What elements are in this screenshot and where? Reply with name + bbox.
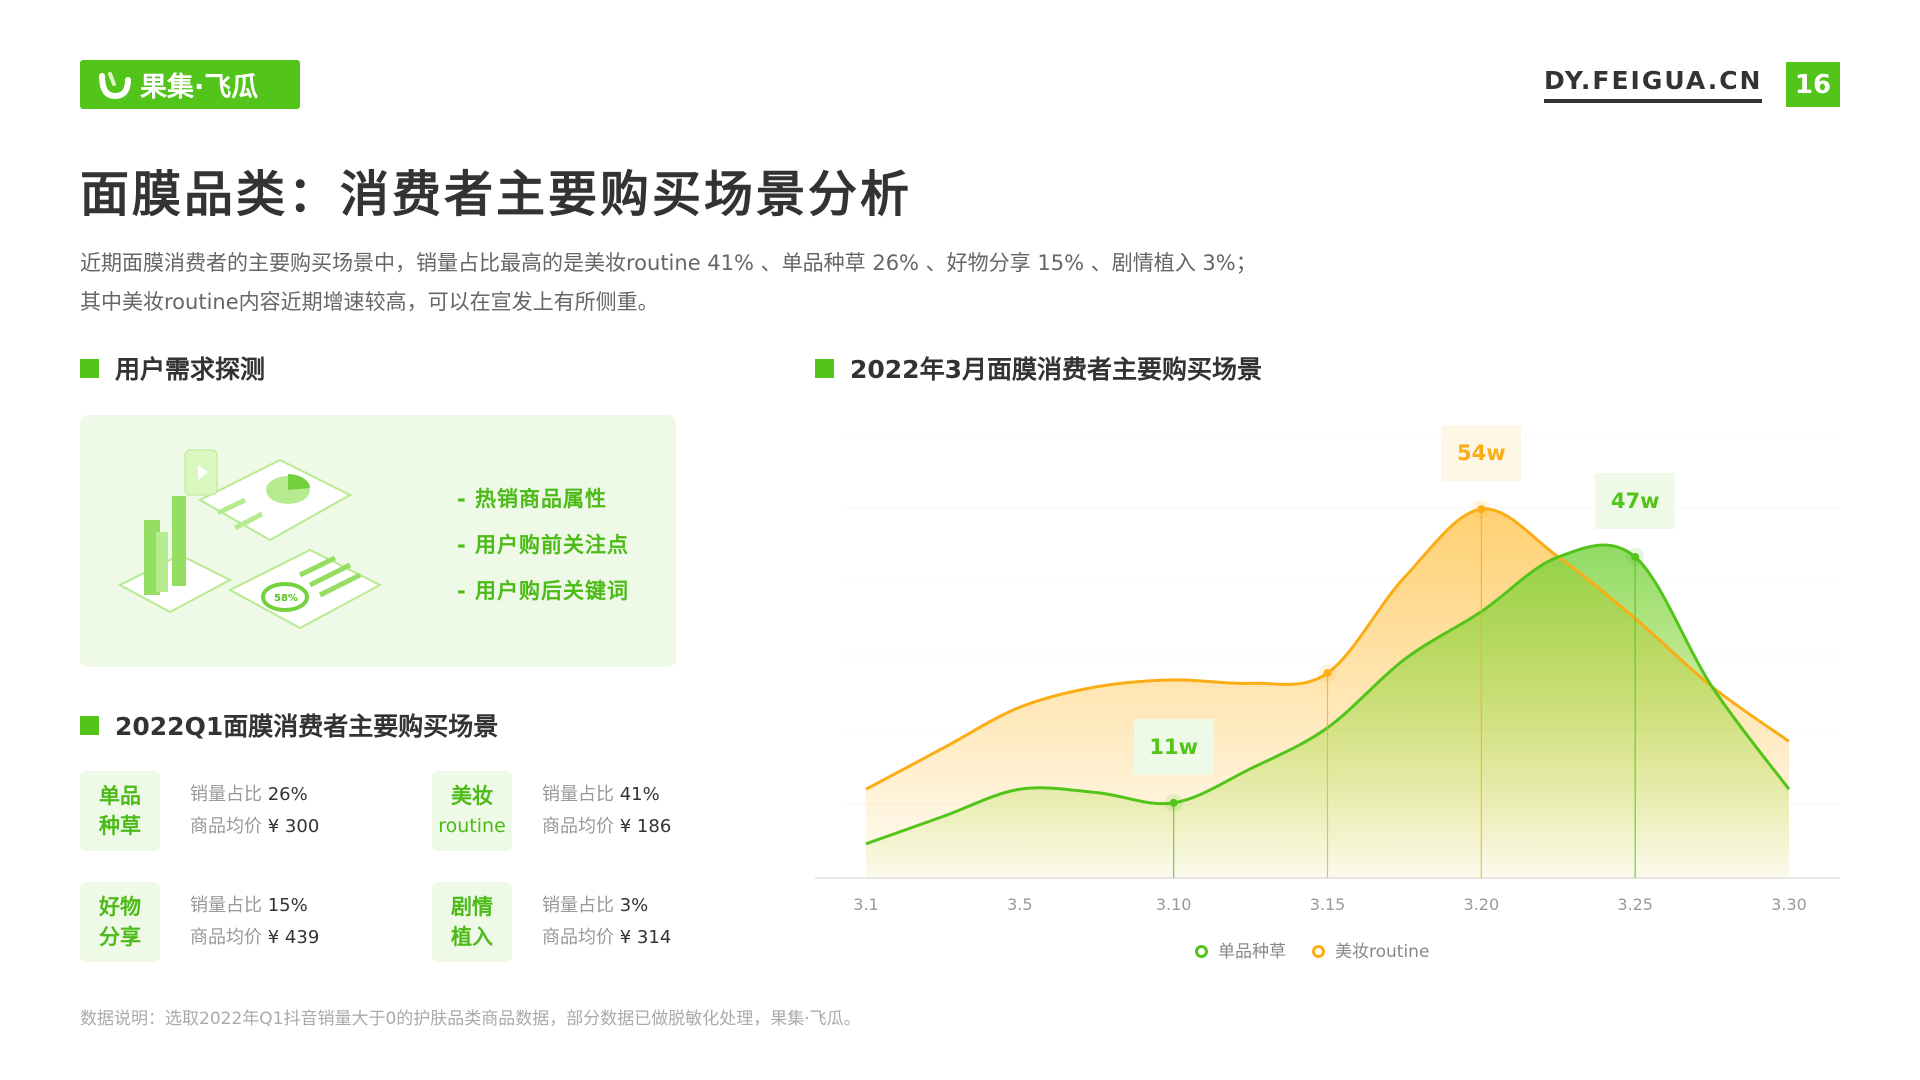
share-value: 26% xyxy=(267,784,308,805)
scene-tag-text: 植入 xyxy=(451,925,493,949)
scene-tag-text: routine xyxy=(438,815,506,837)
data-point xyxy=(1631,552,1640,561)
data-point xyxy=(1323,669,1332,678)
data-label: 54w xyxy=(1441,425,1522,482)
series-area-single xyxy=(866,544,1789,878)
legend-label: 美妆routine xyxy=(1335,942,1430,962)
scene-metrics: 销量占比 26% 商品均价 ¥ 300 xyxy=(190,779,319,843)
x-tick-label: 3.30 xyxy=(1771,895,1807,914)
scene-metrics: 销量占比 41% 商品均价 ¥ 186 xyxy=(542,779,671,843)
price-row: 商品均价 ¥ 439 xyxy=(190,922,319,954)
price-label: 商品均价 xyxy=(542,927,614,948)
demand-panel: 58% xyxy=(80,415,676,667)
scene-metrics: 销量占比 3% 商品均价 ¥ 314 xyxy=(542,890,671,954)
legend-dot-icon xyxy=(1195,945,1208,958)
section-chart: 2022年3月面膜消费者主要购买场景 xyxy=(815,350,1262,386)
legend-label: 单品种草 xyxy=(1218,942,1286,962)
legend-dot-icon xyxy=(1312,945,1325,958)
scene-tag: 单品 种草 xyxy=(80,771,160,851)
series-line-single xyxy=(865,543,1791,846)
page-title: 面膜品类：消费者主要购买场景分析 xyxy=(80,166,913,223)
share-value: 3% xyxy=(619,895,649,916)
section-demand-title: 用户需求探测 xyxy=(115,355,266,384)
brand-logo: 果集·飞瓜 xyxy=(80,60,300,109)
x-tick-label: 3.25 xyxy=(1617,895,1653,914)
section-demand: 用户需求探测 xyxy=(80,350,265,386)
x-tick-label: 3.15 xyxy=(1310,895,1346,914)
description-line-2: 其中美妆routine内容近期增速较高，可以在宣发上有所侧重。 xyxy=(80,290,659,314)
share-value: 15% xyxy=(267,895,308,916)
x-tick-label: 3.10 xyxy=(1156,895,1192,914)
demand-bullet: - 用户购后关键词 xyxy=(457,579,630,603)
data-point xyxy=(1169,798,1178,807)
share-label: 销量占比 xyxy=(190,784,262,805)
data-label: 47w xyxy=(1595,472,1676,529)
demand-bullet: - 热销商品属性 xyxy=(457,487,608,511)
analytics-illustration: 58% xyxy=(117,449,383,630)
scene-tag-text: 分享 xyxy=(99,925,141,949)
share-label: 销量占比 xyxy=(190,895,262,916)
data-point xyxy=(1477,505,1486,514)
x-tick-label: 3.1 xyxy=(853,895,878,914)
chart-title: 2022年3月面膜消费者主要购买场景 xyxy=(850,355,1262,384)
description-line-1: 近期面膜消费者的主要购买场景中，销量占比最高的是美妆routine 41% 、单… xyxy=(80,251,1257,275)
price-label: 商品均价 xyxy=(542,816,614,837)
price-value: ¥ 439 xyxy=(267,927,320,948)
price-row: 商品均价 ¥ 300 xyxy=(190,811,319,843)
scene-tag-text: 好物 xyxy=(99,895,141,919)
site-url[interactable]: DY.FEIGUA.CN xyxy=(1544,66,1763,103)
share-row: 销量占比 3% xyxy=(542,890,671,922)
scene-tag: 好物 分享 xyxy=(80,882,160,962)
price-value: ¥ 186 xyxy=(619,816,672,837)
scene-tag: 美妆 routine xyxy=(432,771,512,851)
scene-tag-text: 种草 xyxy=(99,814,141,838)
section-marker xyxy=(80,358,99,378)
scene-tag-text: 剧情 xyxy=(451,895,493,919)
price-label: 商品均价 xyxy=(190,927,262,948)
legend-item-routine[interactable]: 美妆routine xyxy=(1312,937,1429,962)
demand-bullet: - 用户购前关注点 xyxy=(457,533,630,557)
section-marker xyxy=(80,715,99,735)
scene-metrics: 销量占比 15% 商品均价 ¥ 439 xyxy=(190,890,319,954)
price-value: ¥ 314 xyxy=(619,927,672,948)
data-label: 11w xyxy=(1133,718,1214,775)
section-q1: 2022Q1面膜消费者主要购买场景 xyxy=(80,707,498,743)
page-number: 16 xyxy=(1786,62,1840,107)
share-value: 41% xyxy=(619,784,660,805)
share-label: 销量占比 xyxy=(542,895,614,916)
legend-item-single[interactable]: 单品种草 xyxy=(1195,937,1286,962)
x-tick-label: 3.20 xyxy=(1464,895,1500,914)
price-row: 商品均价 ¥ 314 xyxy=(542,922,671,954)
scene-tag: 剧情 植入 xyxy=(432,882,512,962)
x-tick-label: 3.5 xyxy=(1007,895,1032,914)
share-label: 销量占比 xyxy=(542,784,614,805)
section-marker xyxy=(815,358,834,378)
price-value: ¥ 300 xyxy=(267,816,320,837)
share-row: 销量占比 26% xyxy=(190,779,319,811)
share-row: 销量占比 41% xyxy=(542,779,671,811)
share-row: 销量占比 15% xyxy=(190,890,319,922)
logo-icon xyxy=(99,71,131,99)
scene-tag-text: 美妆 xyxy=(451,784,493,808)
price-row: 商品均价 ¥ 186 xyxy=(542,811,671,843)
scene-tag-text: 单品 xyxy=(99,784,141,808)
section-q1-title: 2022Q1面膜消费者主要购买场景 xyxy=(115,712,499,741)
logo-text: 果集·飞瓜 xyxy=(140,72,259,103)
illustration-percent: 58% xyxy=(274,593,298,604)
price-label: 商品均价 xyxy=(190,816,262,837)
footnote: 数据说明：选取2022年Q1抖音销量大于0的护肤品类商品数据，部分数据已做脱敏化… xyxy=(80,1009,861,1029)
chart-legend: 单品种草 美妆routine xyxy=(1195,937,1429,962)
